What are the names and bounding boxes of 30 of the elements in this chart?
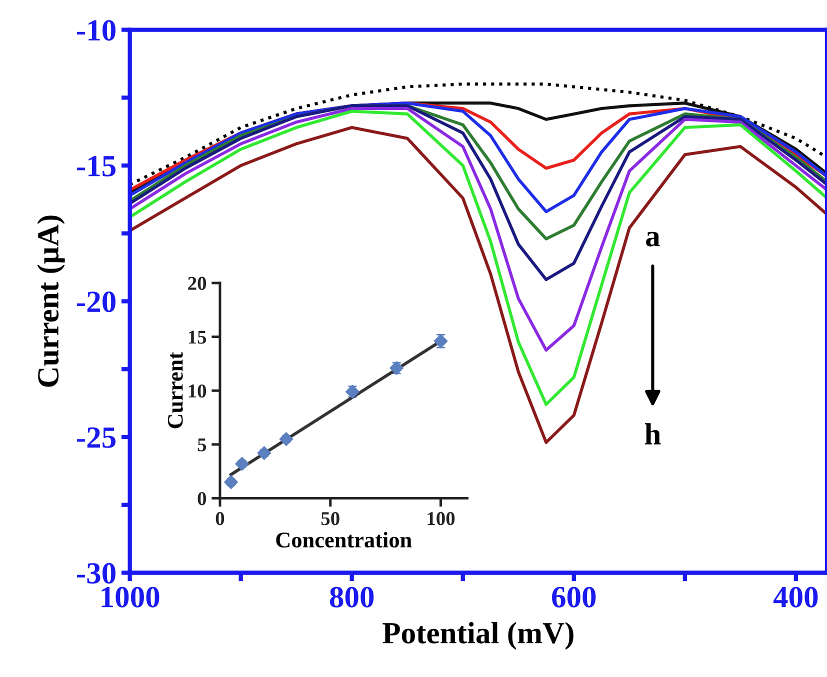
y-tick-label: 20 (188, 276, 206, 290)
y-tick-label: 15 (188, 330, 206, 344)
line-series (130, 102, 827, 214)
x-axis-title: Potential (mV) (382, 622, 574, 650)
annotation: a (646, 232, 660, 246)
x-tick-label: 400 (773, 586, 818, 608)
point (235, 456, 249, 471)
y-tick-label: 5 (198, 438, 206, 452)
x-tick-label: 800 (330, 586, 374, 608)
y-tick-label: -15 (77, 156, 116, 176)
point (390, 361, 404, 375)
y-tick-label: 0 (198, 492, 206, 506)
x-tick-label: 1000 (102, 586, 160, 608)
x-axis-title: Concentration (276, 532, 412, 548)
y-tick-label: -25 (77, 427, 116, 448)
y-tick-label: -20 (77, 292, 116, 312)
annotation: h (644, 423, 661, 444)
line-series (130, 106, 827, 352)
x-tick-label: 100 (428, 512, 455, 526)
x-tick-label: 600 (552, 586, 596, 608)
point (224, 475, 238, 490)
y-axis-title: Current (168, 352, 183, 428)
point (257, 446, 272, 460)
point (279, 432, 294, 446)
x-tick-label: 0 (216, 512, 224, 526)
x-tick-label: 50 (321, 512, 340, 526)
y-tick-label: -30 (77, 563, 116, 584)
y-axis-title: Current (µA) (37, 216, 65, 387)
y-tick-label: 10 (188, 384, 206, 398)
y-tick-label: -10 (77, 20, 116, 41)
